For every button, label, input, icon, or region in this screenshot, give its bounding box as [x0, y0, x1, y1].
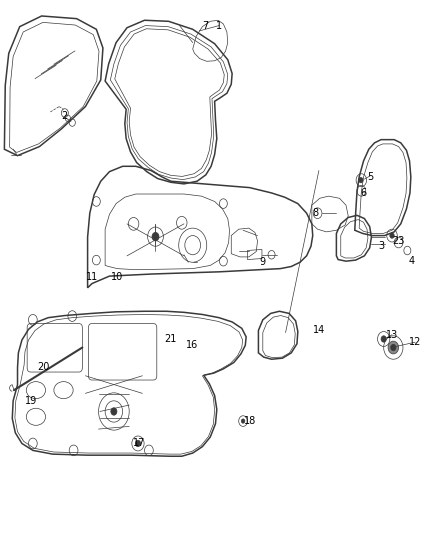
Text: 14: 14 [313, 326, 325, 335]
Text: 23: 23 [392, 236, 405, 246]
Text: 7: 7 [202, 21, 208, 30]
Circle shape [381, 336, 386, 342]
Text: 8: 8 [312, 208, 318, 218]
Text: 5: 5 [367, 172, 373, 182]
Text: 12: 12 [409, 337, 421, 347]
Text: 17: 17 [133, 439, 145, 448]
Circle shape [241, 419, 245, 423]
Text: 6: 6 [360, 188, 367, 198]
Circle shape [135, 440, 141, 447]
Circle shape [390, 233, 394, 238]
Text: 9: 9 [260, 257, 266, 267]
Text: 18: 18 [244, 416, 257, 426]
Text: 20: 20 [38, 362, 50, 372]
Text: 10: 10 [111, 272, 124, 282]
Circle shape [152, 232, 159, 241]
Text: 3: 3 [378, 241, 384, 251]
Text: 2: 2 [62, 111, 68, 121]
Text: 19: 19 [25, 396, 38, 406]
Text: 21: 21 [165, 334, 177, 344]
Text: 16: 16 [186, 341, 198, 350]
Circle shape [359, 177, 363, 183]
Circle shape [391, 344, 396, 351]
Text: 1: 1 [216, 21, 222, 30]
Text: 4: 4 [409, 256, 415, 266]
Circle shape [388, 341, 399, 354]
Text: 13: 13 [386, 330, 398, 340]
Text: 11: 11 [86, 272, 98, 282]
Circle shape [111, 408, 117, 415]
